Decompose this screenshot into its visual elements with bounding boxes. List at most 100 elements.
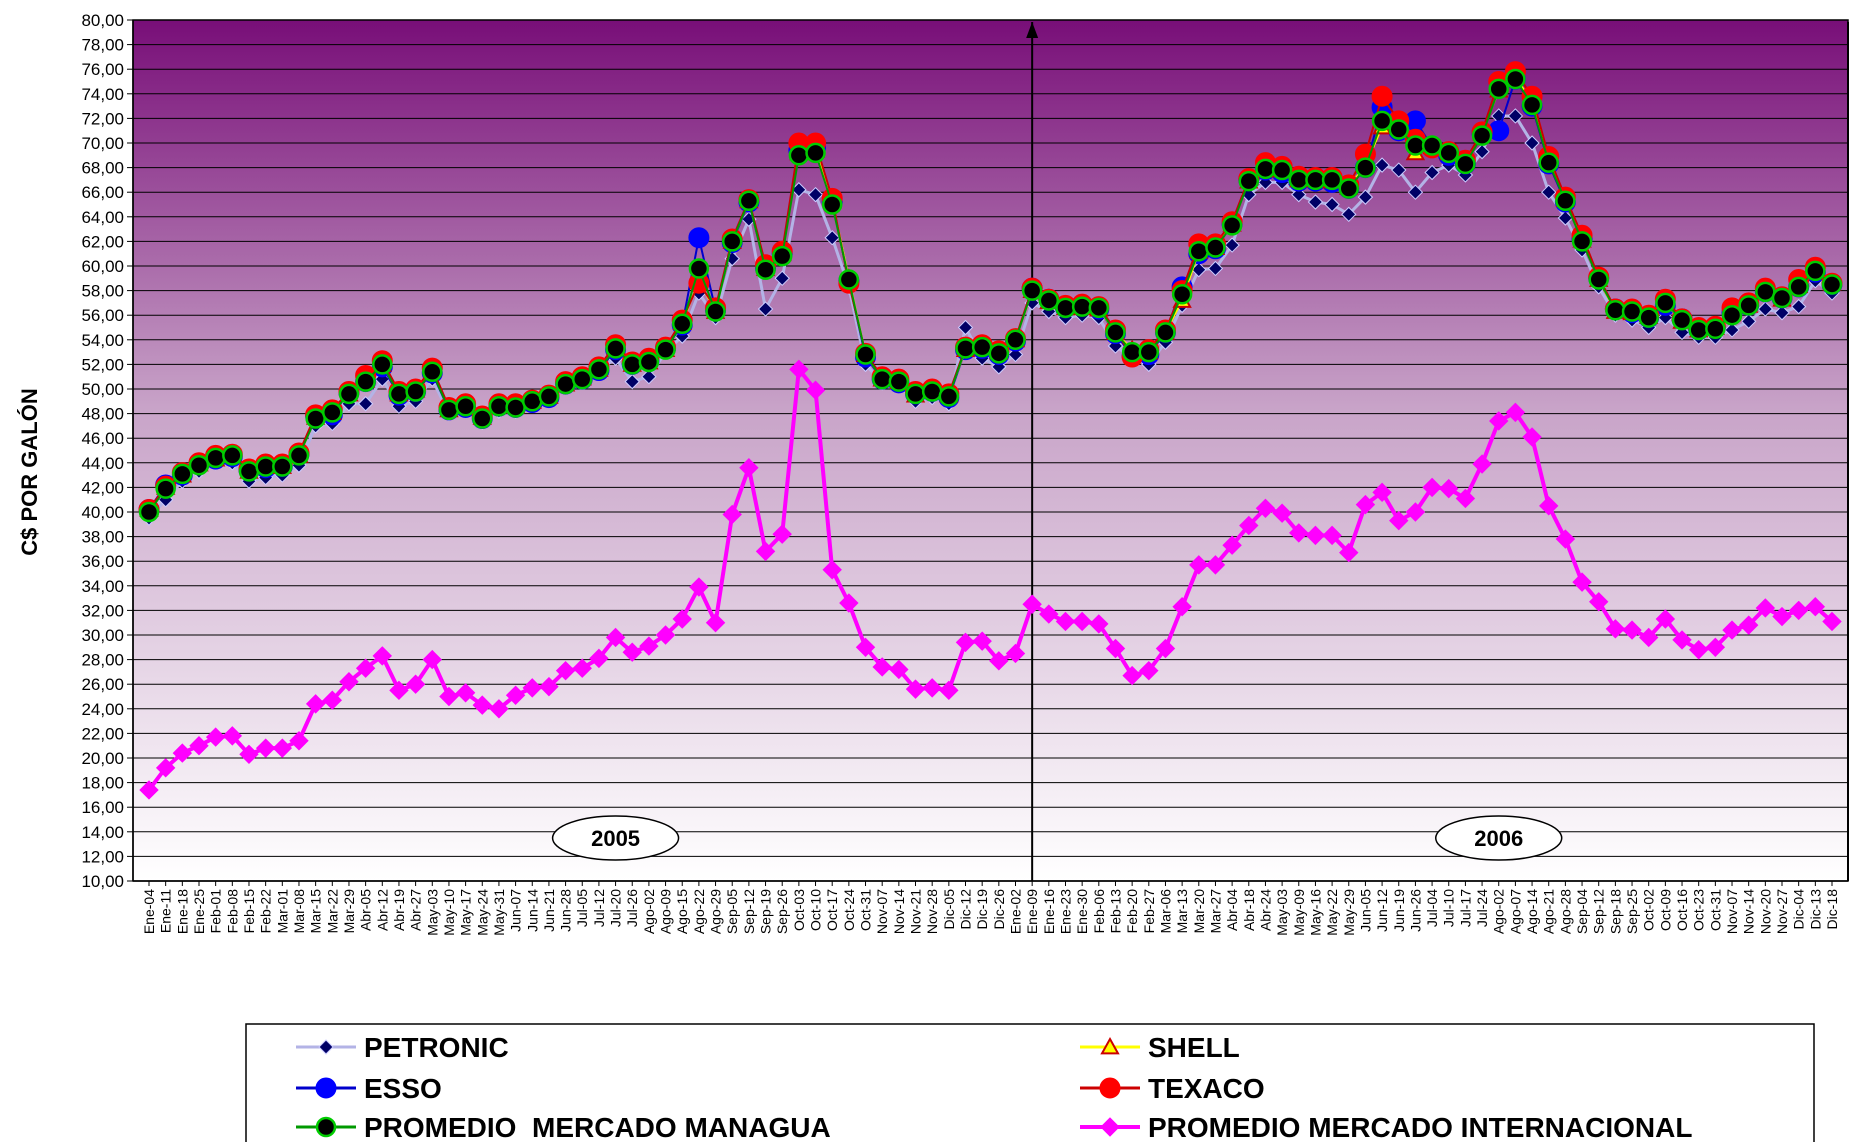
data-point bbox=[155, 758, 176, 778]
data-point bbox=[1755, 598, 1776, 618]
year-oval bbox=[551, 815, 680, 861]
x-tick-label: Ago-09 bbox=[658, 889, 674, 934]
data-point bbox=[738, 190, 760, 212]
data-point bbox=[1089, 614, 1109, 634]
y-tick-label: 76,00 bbox=[81, 60, 124, 79]
data-point bbox=[872, 657, 892, 677]
x-tick-label: Abr-12 bbox=[374, 889, 390, 931]
data-point bbox=[1572, 572, 1592, 592]
x-tick-label: May-09 bbox=[1291, 889, 1307, 936]
legend-label: SHELL bbox=[1148, 1032, 1240, 1063]
data-point bbox=[189, 735, 209, 756]
data-point bbox=[205, 447, 226, 469]
data-point bbox=[339, 672, 359, 692]
data-point bbox=[1705, 318, 1726, 339]
data-point bbox=[1407, 184, 1424, 200]
data-point bbox=[1355, 494, 1376, 515]
data-point bbox=[774, 270, 790, 287]
data-point bbox=[1455, 153, 1476, 175]
y-tick-label: 38,00 bbox=[81, 528, 124, 547]
data-point bbox=[1205, 237, 1226, 258]
data-point bbox=[1339, 542, 1359, 563]
data-point bbox=[1439, 478, 1459, 499]
x-tick-label: Oct-31 bbox=[1707, 889, 1723, 931]
data-point bbox=[839, 593, 859, 613]
data-point bbox=[1207, 260, 1224, 277]
y-tick-label: 58,00 bbox=[81, 282, 124, 301]
data-point bbox=[605, 627, 626, 648]
data-point bbox=[188, 455, 210, 476]
data-point bbox=[1655, 609, 1676, 629]
data-point bbox=[1790, 298, 1807, 315]
data-point bbox=[539, 676, 559, 697]
x-tick-label: Oct-17 bbox=[824, 889, 840, 931]
x-tick-label: Ene-18 bbox=[174, 889, 190, 934]
data-point bbox=[888, 371, 910, 392]
data-point bbox=[1357, 189, 1374, 205]
data-point bbox=[1589, 592, 1609, 612]
x-tick-label: Abr-24 bbox=[1257, 889, 1273, 931]
x-tick-label: Jul-20 bbox=[608, 889, 624, 927]
y-tick-label: 66,00 bbox=[81, 183, 124, 202]
data-point bbox=[1672, 630, 1692, 650]
data-point bbox=[571, 368, 593, 390]
x-tick-label: Jul-17 bbox=[1457, 889, 1473, 927]
data-point bbox=[789, 359, 809, 380]
data-point bbox=[138, 501, 160, 523]
data-point bbox=[1271, 159, 1293, 181]
data-point bbox=[755, 541, 776, 562]
x-tick-label: Jun-07 bbox=[508, 889, 524, 932]
data-point bbox=[1088, 297, 1110, 319]
x-tick-label: Oct-02 bbox=[1641, 889, 1657, 931]
data-point bbox=[455, 395, 476, 417]
x-tick-label: Dic-05 bbox=[941, 889, 957, 930]
x-tick-label: Sep-12 bbox=[741, 889, 757, 934]
data-point bbox=[315, 1116, 337, 1138]
data-point bbox=[1489, 411, 1509, 431]
x-tick-label: Nov-07 bbox=[1724, 889, 1740, 934]
data-point bbox=[1371, 110, 1393, 132]
data-point bbox=[1321, 169, 1343, 191]
data-point bbox=[1755, 281, 1776, 303]
data-point bbox=[1341, 206, 1357, 223]
data-point bbox=[1671, 309, 1693, 331]
data-point bbox=[1038, 290, 1060, 311]
data-point bbox=[1705, 637, 1726, 658]
y-tick-label: 46,00 bbox=[81, 429, 124, 448]
year-label-text: 2005 bbox=[591, 826, 640, 851]
data-point bbox=[705, 301, 726, 322]
data-point bbox=[1374, 157, 1390, 173]
data-point bbox=[1724, 322, 1740, 338]
data-point bbox=[1622, 620, 1642, 640]
data-point bbox=[939, 680, 959, 701]
data-point bbox=[688, 258, 710, 279]
y-tick-label: 16,00 bbox=[81, 798, 124, 817]
x-tick-label: Oct-31 bbox=[858, 889, 874, 931]
x-tick-label: Jun-21 bbox=[541, 889, 557, 932]
data-point bbox=[1539, 496, 1559, 516]
x-tick-label: May-22 bbox=[1324, 889, 1340, 936]
data-point bbox=[1405, 135, 1426, 156]
data-point bbox=[322, 690, 343, 710]
data-point bbox=[1205, 555, 1226, 575]
data-point bbox=[805, 380, 826, 400]
x-tick-label: Jul-10 bbox=[1441, 889, 1457, 927]
y-tick-label: 18,00 bbox=[81, 774, 124, 793]
data-point bbox=[1507, 108, 1524, 124]
plot-area bbox=[132, 19, 1849, 882]
x-tick-label: Feb-01 bbox=[208, 889, 224, 934]
y-tick-label: 42,00 bbox=[81, 478, 124, 497]
data-point bbox=[538, 386, 560, 407]
axes: 10,00 12,00 14,00 16,00 18,00 20,00 22,00 24,00… bbox=[81, 11, 1849, 936]
x-tick-label: Dic-13 bbox=[1807, 889, 1823, 930]
data-point bbox=[505, 397, 526, 418]
y-tick-label: 30,00 bbox=[81, 626, 124, 645]
x-tick-label: Oct-09 bbox=[1657, 889, 1673, 931]
x-tick-label: May-16 bbox=[1307, 889, 1323, 936]
x-tick-label: Jun-28 bbox=[558, 889, 574, 932]
data-point bbox=[1322, 525, 1342, 546]
data-point bbox=[405, 381, 426, 402]
x-tick-label: Feb-06 bbox=[1091, 889, 1107, 934]
x-tick-label: Sep-04 bbox=[1574, 889, 1590, 934]
data-point bbox=[1100, 1117, 1120, 1137]
